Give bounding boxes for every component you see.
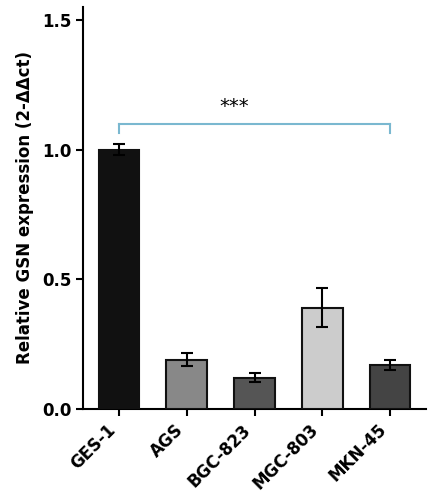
Bar [234, 378, 275, 409]
Bar [302, 308, 343, 409]
Y-axis label: Relative GSN expression (2-ΔΔct): Relative GSN expression (2-ΔΔct) [16, 52, 34, 364]
Bar [370, 365, 410, 409]
Text: ***: *** [220, 97, 249, 116]
Bar [166, 360, 207, 409]
Bar [99, 150, 139, 409]
